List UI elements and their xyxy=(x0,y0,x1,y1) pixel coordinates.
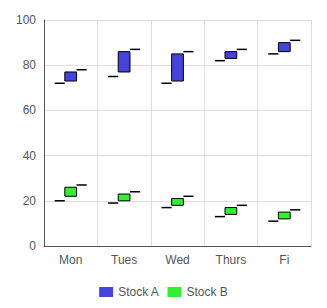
svg-text:80: 80 xyxy=(23,58,37,72)
svg-text:Fi: Fi xyxy=(279,253,289,267)
svg-text:Stock A: Stock A xyxy=(118,285,159,299)
svg-text:Tues: Tues xyxy=(111,253,137,267)
svg-text:Stock B: Stock B xyxy=(187,285,228,299)
svg-text:100: 100 xyxy=(16,13,36,27)
svg-text:Wed: Wed xyxy=(165,253,189,267)
svg-text:20: 20 xyxy=(23,194,37,208)
svg-text:0: 0 xyxy=(29,239,36,253)
svg-text:Mon: Mon xyxy=(59,253,82,267)
svg-text:60: 60 xyxy=(23,103,37,117)
svg-text:40: 40 xyxy=(23,149,37,163)
svg-text:Thurs: Thurs xyxy=(216,253,247,267)
